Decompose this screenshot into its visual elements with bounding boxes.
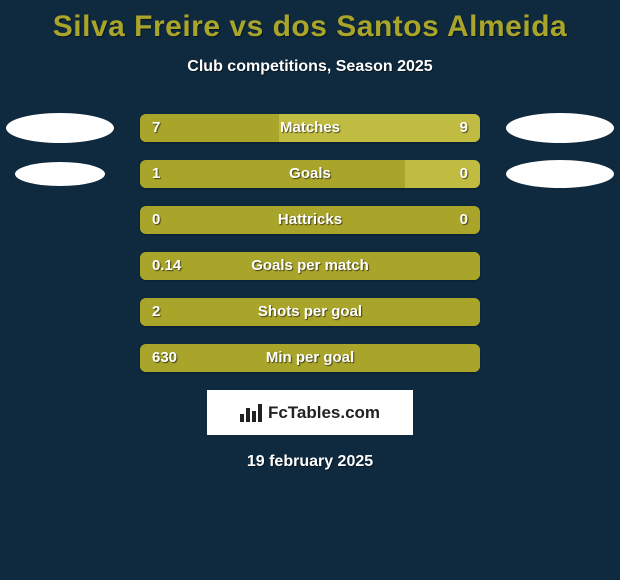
- bar-left: [140, 160, 405, 188]
- page-root: Silva Freire vs dos Santos Almeida Club …: [0, 0, 620, 580]
- team-right-oval: [506, 113, 614, 143]
- page-subtitle: Club competitions, Season 2025: [0, 58, 620, 76]
- bar-area: 0.14 Goals per match: [140, 252, 480, 280]
- bar-left: [140, 114, 279, 142]
- bar-area: 630 Min per goal: [140, 344, 480, 372]
- left-badge-slot: [0, 162, 120, 186]
- bar-right: [405, 160, 480, 188]
- attribution-text: FcTables.com: [268, 403, 380, 423]
- team-left-oval: [15, 162, 105, 186]
- date-label: 19 february 2025: [0, 453, 620, 471]
- chart-icon: [240, 404, 262, 422]
- attribution-banner: FcTables.com: [207, 390, 413, 435]
- right-badge-slot: [500, 160, 620, 188]
- stat-row: 0.14 Goals per match: [0, 252, 620, 280]
- bar-label: Hattricks: [140, 206, 480, 234]
- bar-value-right: 0: [460, 206, 468, 234]
- right-badge-slot: [500, 113, 620, 143]
- stat-row: 1 Goals 0: [0, 160, 620, 188]
- bar-left: [140, 298, 480, 326]
- stat-row: 7 Matches 9: [0, 114, 620, 142]
- bar-area: 2 Shots per goal: [140, 298, 480, 326]
- bar-area: 0 Hattricks 0: [140, 206, 480, 234]
- bar-left: [140, 344, 480, 372]
- stat-row: 2 Shots per goal: [0, 298, 620, 326]
- team-left-oval: [6, 113, 114, 143]
- team-right-oval: [506, 160, 614, 188]
- page-title: Silva Freire vs dos Santos Almeida: [0, 0, 620, 44]
- bar-left: [140, 252, 480, 280]
- bar-area: 1 Goals 0: [140, 160, 480, 188]
- stat-rows: 7 Matches 9 1 Goals 0: [0, 114, 620, 372]
- bar-area: 7 Matches 9: [140, 114, 480, 142]
- bar-right: [279, 114, 480, 142]
- stat-row: 0 Hattricks 0: [0, 206, 620, 234]
- left-badge-slot: [0, 113, 120, 143]
- stat-row: 630 Min per goal: [0, 344, 620, 372]
- bar-value-left: 0: [152, 206, 160, 234]
